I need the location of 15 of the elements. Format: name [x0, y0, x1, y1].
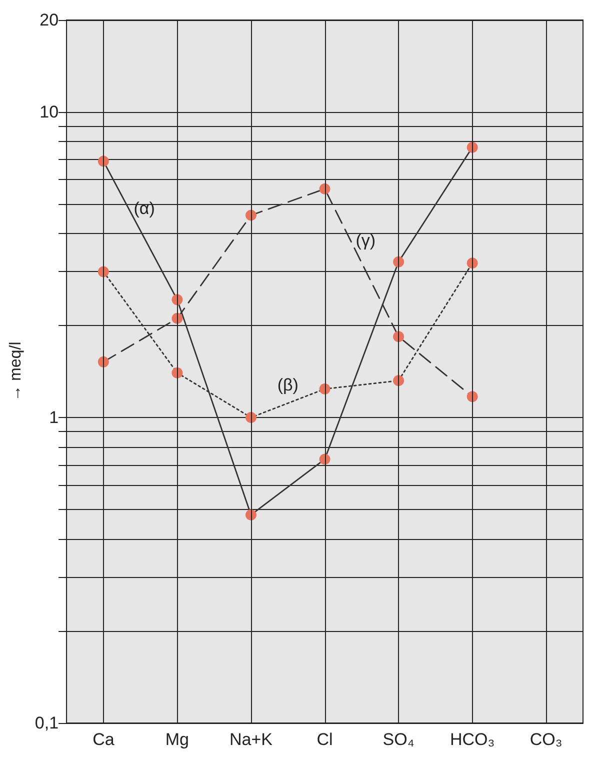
series-label: (β)	[277, 376, 298, 395]
x-tick-label: CO₃	[530, 730, 562, 749]
x-tick-label: Cl	[316, 730, 333, 749]
y-axis-title: → meq/l	[8, 342, 24, 402]
x-tick-label: Na+K	[229, 730, 274, 749]
y-tick-label: 0,1	[34, 714, 59, 732]
series-label: (α)	[134, 198, 155, 218]
y-tick-label: 10	[40, 102, 59, 122]
y-tick-label: 1	[49, 408, 59, 427]
x-tick-label: HCO₃	[450, 730, 495, 749]
x-tick-label: Mg	[165, 730, 190, 749]
y-tick-label: 20	[40, 10, 59, 30]
series-label: (γ)	[356, 231, 376, 250]
x-tick-label: SO₄	[382, 730, 414, 749]
x-tick-label: Ca	[92, 730, 115, 749]
